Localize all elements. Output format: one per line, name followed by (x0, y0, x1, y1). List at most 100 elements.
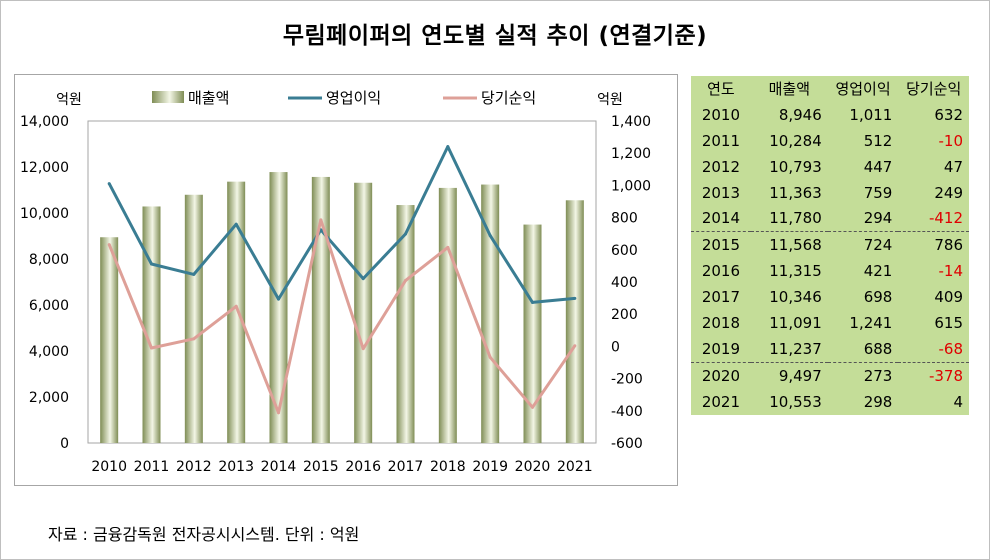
table-cell: 2021 (691, 388, 751, 415)
net-point-2011 (150, 346, 153, 350)
table-cell: 47 (898, 153, 969, 180)
table-cell: -10 (898, 127, 969, 154)
operating-point-2012 (192, 272, 196, 276)
x-tick-label: 2018 (430, 459, 466, 475)
table-cell: 11,237 (750, 335, 828, 363)
table-cell: -412 (898, 205, 969, 232)
table-cell: 512 (827, 127, 899, 154)
bar-2020 (523, 224, 542, 443)
bar-2016 (354, 182, 373, 443)
table-cell: 273 (827, 361, 899, 389)
plot-area (87, 120, 597, 444)
table-row: 2012 10,793 447 47 (691, 153, 969, 180)
table-cell: 11,315 (750, 258, 828, 285)
source-note: 자료 : 금융감독원 전자공시시스템. 단위 : 억원 (48, 525, 360, 544)
table-row: 2019 11,237 688 -68 (691, 335, 969, 363)
operating-point-2021 (573, 296, 577, 300)
table-row: 2020 9,497 273 -378 (691, 361, 969, 389)
x-tick-label: 2013 (218, 459, 254, 475)
right-tick-label: 600 (611, 243, 638, 259)
operating-point-2020 (531, 300, 534, 304)
table-cell: 2020 (691, 361, 751, 389)
table-cell: 11,568 (750, 231, 828, 259)
table-cell: 2015 (691, 231, 751, 259)
table-cell: 2010 (691, 101, 751, 128)
right-tick-label: 200 (611, 307, 638, 323)
net-point-2021 (573, 344, 577, 348)
right-tick-label: -200 (611, 372, 643, 388)
net-point-2013 (234, 304, 238, 308)
operating-point-2019 (488, 234, 492, 238)
bar-2013 (227, 181, 246, 443)
table-cell: 249 (898, 179, 969, 206)
table-cell: 11,363 (750, 179, 828, 206)
table-header-cell: 매출액 (750, 76, 828, 102)
table-row: 2021 10,553 298 4 (691, 388, 969, 415)
operating-point-2010 (107, 182, 111, 186)
table-cell: 786 (898, 231, 969, 259)
table-row: 2016 11,315 421 -14 (691, 258, 969, 285)
bar-2017 (396, 205, 415, 443)
table-cell: 409 (898, 284, 969, 311)
legend-sales-label: 매출액 (188, 89, 229, 107)
table-cell: 632 (898, 101, 969, 128)
right-tick-label: 1,200 (611, 146, 651, 162)
table-cell: 298 (827, 388, 899, 415)
table-cell: 2014 (691, 205, 751, 232)
left-tick-label: 14,000 (20, 114, 69, 130)
table-cell: 294 (827, 205, 899, 232)
table-cell: 698 (827, 284, 899, 311)
table-cell: 2019 (691, 335, 751, 363)
bar-2021 (565, 200, 584, 443)
right-tick-label: 1,400 (611, 114, 651, 130)
table-cell: 11,091 (750, 310, 828, 336)
bar-2018 (438, 187, 457, 443)
right-tick-label: 0 (611, 339, 620, 355)
table-cell: 759 (827, 179, 899, 206)
net-point-2019 (488, 355, 492, 359)
operating-point-2011 (150, 262, 153, 266)
legend-net-label: 당기순익 (481, 89, 536, 107)
left-tick-label: 12,000 (20, 160, 69, 176)
net-point-2015 (319, 218, 323, 222)
bar-2010 (100, 237, 119, 443)
left-tick-label: 6,000 (29, 298, 69, 314)
net-income-line (107, 218, 577, 415)
bar-2015 (311, 176, 330, 443)
table-cell: 2011 (691, 127, 751, 154)
left-tick-label: 0 (60, 436, 69, 452)
table-cell: 2018 (691, 310, 751, 336)
table-row: 2013 11,363 759 249 (691, 179, 969, 206)
chart-area (14, 74, 678, 486)
table-cell: 9,497 (750, 361, 828, 389)
right-tick-label: -600 (611, 436, 643, 452)
table-row: 2018 11,091 1,241 615 (691, 310, 969, 336)
right-tick-label: 800 (611, 211, 638, 227)
x-tick-label: 2011 (134, 459, 170, 475)
bar-2011 (142, 206, 161, 443)
table-cell: 1,011 (827, 101, 899, 128)
right-axis-unit: 억원 (597, 92, 623, 108)
operating-point-2013 (234, 222, 238, 226)
table-cell: 2016 (691, 258, 751, 285)
data-table: 연도 매출액 영업이익 당기순익 2010 8,946 1,011 632 2011 10,28… (691, 76, 969, 415)
left-tick-label: 8,000 (29, 252, 69, 268)
x-tick-label: 2014 (261, 459, 297, 475)
x-tick-label: 2015 (303, 459, 339, 475)
right-tick-label: 400 (611, 275, 638, 291)
left-tick-label: 4,000 (29, 344, 69, 360)
legend-operating-label: 영업이익 (326, 89, 381, 107)
net-point-2017 (404, 279, 407, 283)
x-tick-label: 2019 (472, 459, 508, 475)
x-tick-label: 2017 (388, 459, 424, 475)
table-cell: -14 (898, 258, 969, 285)
net-point-2020 (531, 405, 534, 409)
table-row: 2017 10,346 698 409 (691, 284, 969, 311)
net-point-2012 (192, 337, 196, 341)
table-cell: 447 (827, 153, 899, 180)
table-row: 2014 11,780 294 -412 (691, 205, 969, 232)
right-tick-label: 1,000 (611, 178, 651, 194)
right-tick-label: -400 (611, 404, 643, 420)
table-cell: 10,346 (750, 284, 828, 311)
table-cell: 724 (827, 231, 899, 259)
